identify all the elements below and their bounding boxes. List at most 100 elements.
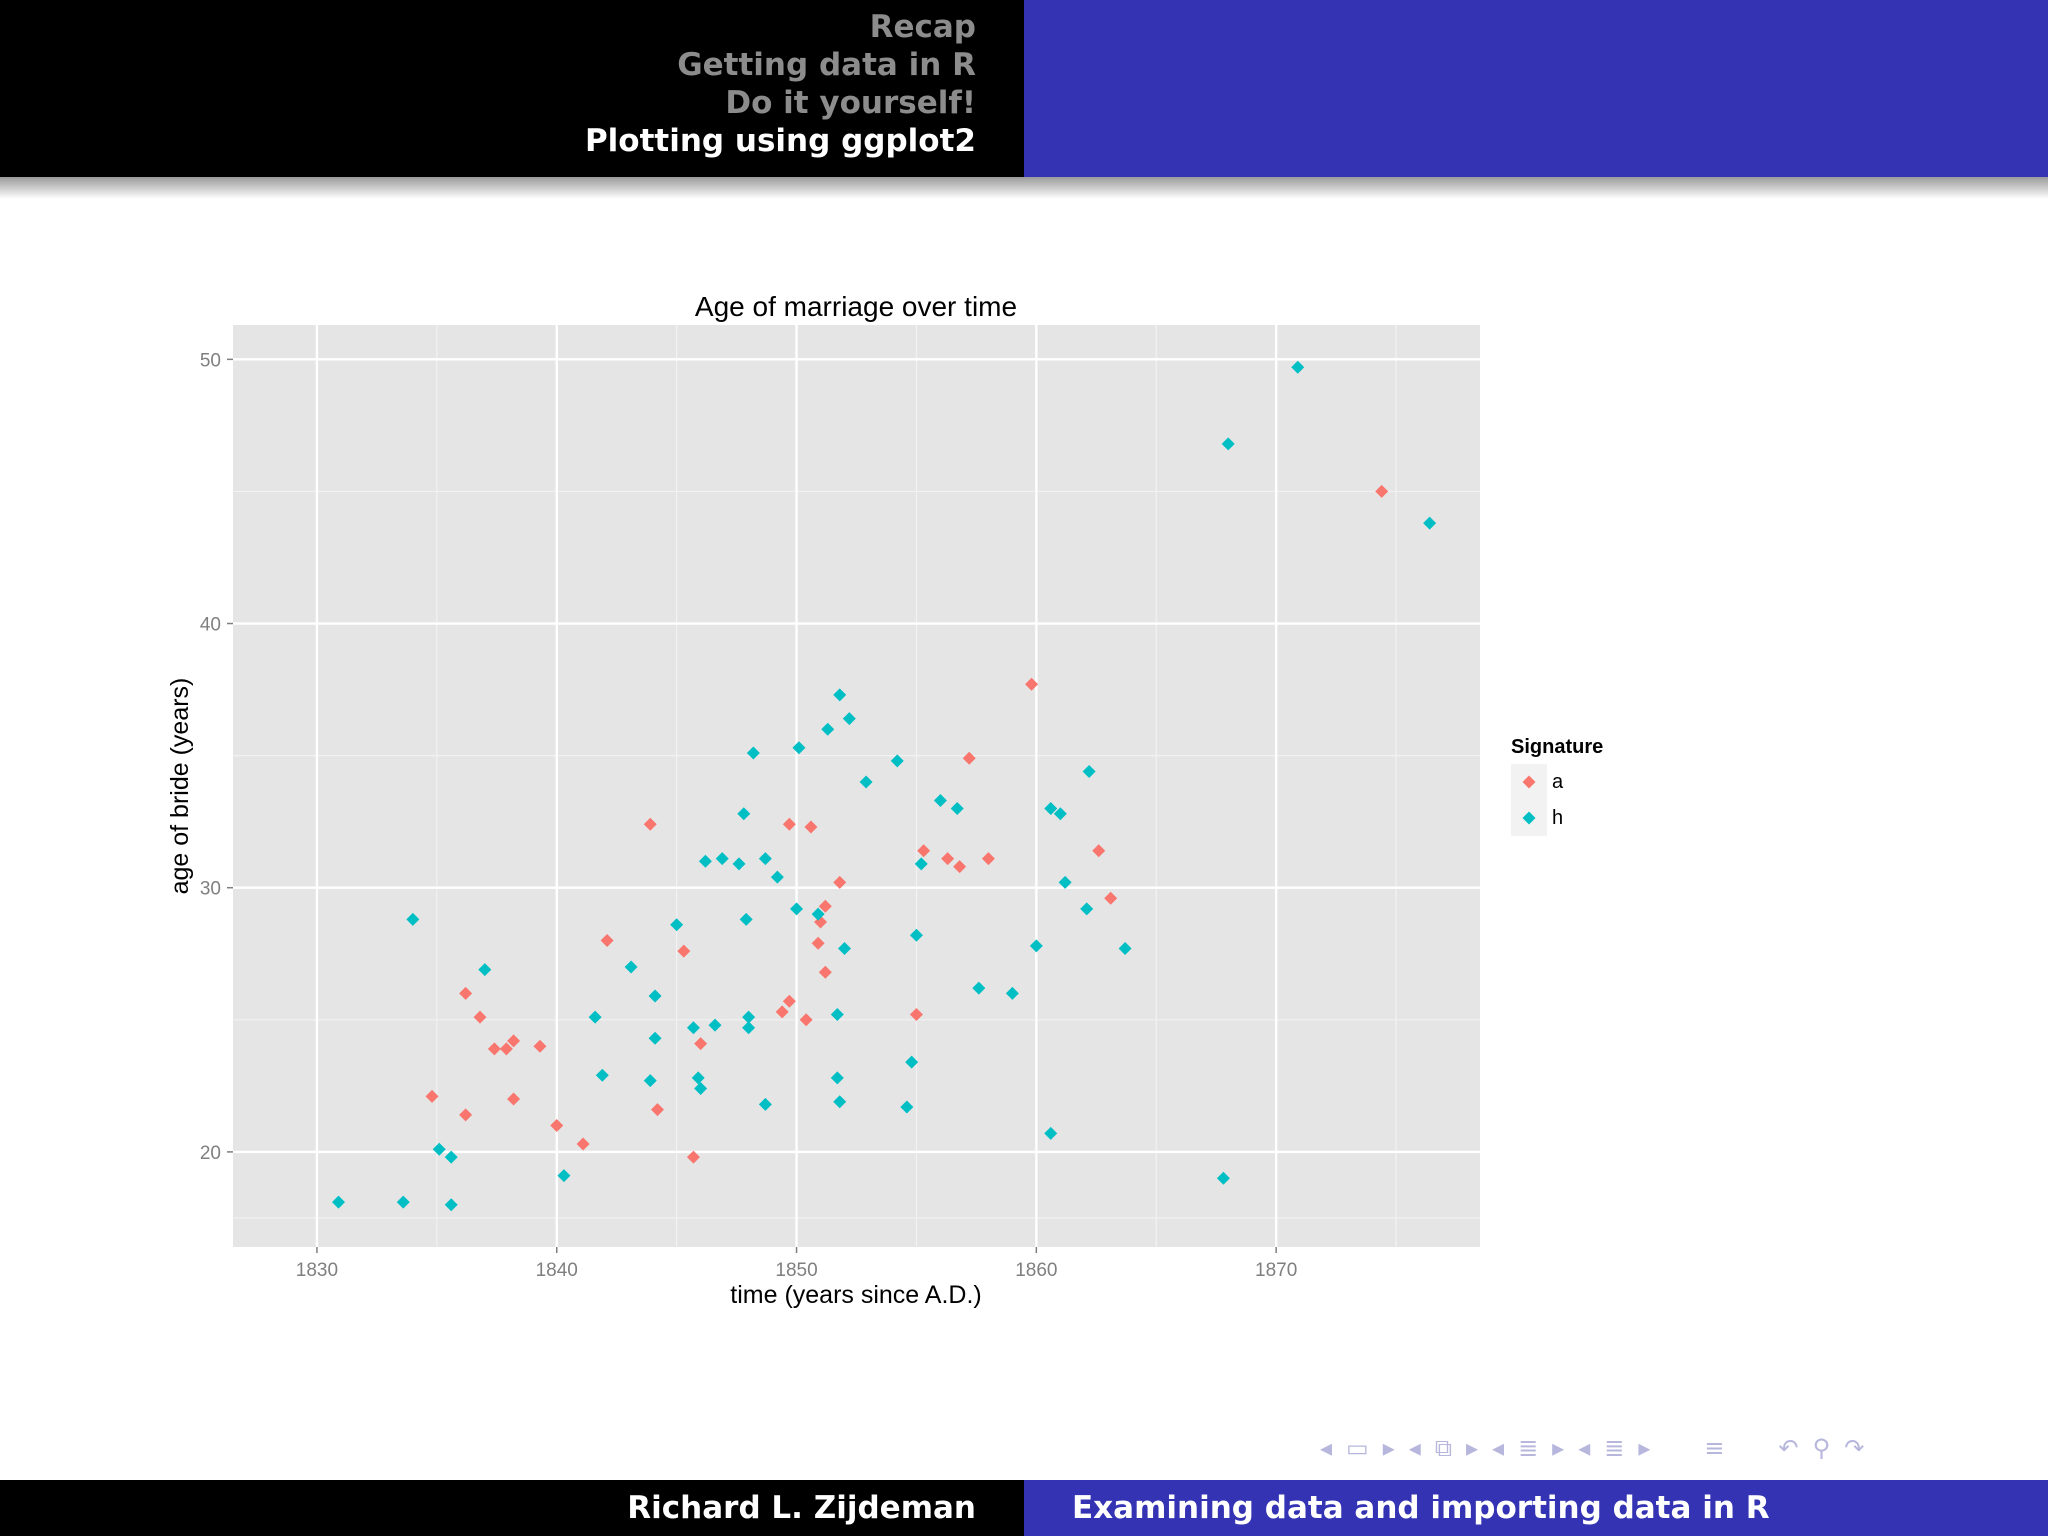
data-point-a xyxy=(811,936,825,950)
nav-item-recap[interactable]: Recap xyxy=(869,9,976,45)
data-point-h xyxy=(444,1150,458,1164)
y-tick-label: 50 xyxy=(200,350,221,371)
data-point-h xyxy=(770,870,784,884)
grid-minor xyxy=(233,325,1480,1247)
scatter-chart: Age of marriage over time 1830 1840 1850 18… xyxy=(166,291,1603,1309)
undo-icon[interactable]: ↶ xyxy=(1778,1434,1799,1462)
x-tick-label: 1860 xyxy=(1015,1260,1057,1281)
data-point-a xyxy=(650,1103,664,1117)
data-point-a xyxy=(1104,891,1118,905)
data-point-h xyxy=(708,1018,722,1032)
x-tick-label: 1850 xyxy=(775,1260,817,1281)
data-point-h xyxy=(595,1068,609,1082)
data-point-h xyxy=(842,712,856,726)
data-point-a xyxy=(459,986,473,1000)
data-point-h xyxy=(833,688,847,702)
data-point-a xyxy=(981,852,995,866)
data-point-a xyxy=(694,1037,708,1051)
data-point-h xyxy=(833,1095,847,1109)
data-point-h xyxy=(396,1195,410,1209)
data-point-a xyxy=(917,844,931,858)
data-point-h xyxy=(790,902,804,916)
arrow-right-icon[interactable]: ▸ xyxy=(1552,1434,1565,1462)
data-point-h xyxy=(1118,941,1132,955)
data-point-a xyxy=(818,965,832,979)
nav-item-getting-data[interactable]: Getting data in R xyxy=(677,47,976,83)
data-point-h xyxy=(648,989,662,1003)
header: Recap Getting data in R Do it yourself! … xyxy=(0,0,2048,177)
data-point-h xyxy=(900,1100,914,1114)
data-point-a xyxy=(473,1010,487,1024)
data-point-h xyxy=(691,1071,705,1085)
data-point-h xyxy=(1221,437,1235,451)
data-point-h xyxy=(830,1071,844,1085)
x-tick-label: 1830 xyxy=(296,1260,338,1281)
data-point-a xyxy=(775,1005,789,1019)
data-point-a xyxy=(550,1118,564,1132)
align-icon[interactable]: ≡ xyxy=(1704,1434,1725,1462)
y-tick-label: 20 xyxy=(200,1143,221,1164)
arrow-right-icon[interactable]: ▸ xyxy=(1465,1434,1479,1462)
data-point-h xyxy=(643,1074,657,1088)
data-point-h xyxy=(909,928,923,942)
data-point-a xyxy=(1375,484,1389,498)
data-point-h xyxy=(811,907,825,921)
data-point-h xyxy=(624,960,638,974)
data-point-a xyxy=(782,817,796,831)
nav-item-do-it-yourself[interactable]: Do it yourself! xyxy=(725,85,976,121)
arrow-right-icon[interactable]: ▸ xyxy=(1638,1434,1651,1462)
y-axis-ticks: 20 30 40 50 xyxy=(200,350,233,1164)
section-icon[interactable]: ≣ xyxy=(1604,1434,1625,1462)
data-point-h xyxy=(670,918,684,932)
subsection-icon[interactable]: ⧉ xyxy=(1434,1434,1452,1462)
chart-title: Age of marriage over time xyxy=(695,291,1017,322)
arrow-left-icon[interactable]: ◂ xyxy=(1578,1434,1591,1462)
beamer-navigation: ◂ ▭ ▸ ◂ ⧉ ▸ ◂ ≣ ▸ ◂ ≣ ▸ ≡ ↶ ⚲ ↷ xyxy=(1320,1430,2040,1466)
y-tick-label: 30 xyxy=(200,879,221,900)
data-point-h xyxy=(557,1169,571,1183)
data-point-a xyxy=(909,1008,923,1022)
data-point-h xyxy=(933,794,947,808)
section-icon[interactable]: ≣ xyxy=(1518,1434,1539,1462)
arrow-left-icon[interactable]: ◂ xyxy=(1492,1434,1505,1462)
data-point-a xyxy=(576,1137,590,1151)
data-point-h xyxy=(686,1021,700,1035)
x-axis-ticks: 1830 1840 1850 1860 1870 xyxy=(296,1247,1297,1281)
data-point-h xyxy=(406,912,420,926)
data-point-h xyxy=(588,1010,602,1024)
frame-icon[interactable]: ▭ xyxy=(1346,1434,1369,1462)
header-left-panel: Recap Getting data in R Do it yourself! … xyxy=(0,0,1024,177)
arrow-right-icon[interactable]: ▸ xyxy=(1382,1434,1395,1462)
data-point-h xyxy=(739,912,753,926)
data-point-a xyxy=(782,994,796,1008)
redo-icon[interactable]: ↷ xyxy=(1844,1434,1865,1462)
data-point-h xyxy=(698,854,712,868)
data-point-h xyxy=(914,857,928,871)
legend-label-a: a xyxy=(1552,771,1564,793)
data-point-h xyxy=(1053,807,1067,821)
data-point-a xyxy=(1092,844,1106,858)
plot-panel xyxy=(233,325,1480,1247)
data-point-a xyxy=(507,1034,521,1048)
data-point-h xyxy=(648,1031,662,1045)
y-tick-label: 40 xyxy=(200,615,221,636)
footer-title: Examining data and importing data in R xyxy=(1072,1490,1770,1526)
data-point-h xyxy=(432,1142,446,1156)
data-point-h xyxy=(1044,1126,1058,1140)
y-axis-title: age of bride (years) xyxy=(166,678,194,895)
data-point-h xyxy=(1423,516,1437,530)
arrow-left-icon[interactable]: ◂ xyxy=(1320,1434,1333,1462)
arrow-left-icon[interactable]: ◂ xyxy=(1408,1434,1421,1462)
data-point-h xyxy=(444,1198,458,1212)
x-tick-label: 1870 xyxy=(1255,1260,1297,1281)
data-point-h xyxy=(972,981,986,995)
grid-major xyxy=(233,325,1480,1247)
section-nav: Recap Getting data in R Do it yourself! … xyxy=(585,8,976,160)
header-shadow xyxy=(0,177,2048,199)
data-point-a xyxy=(499,1042,513,1056)
search-icon[interactable]: ⚲ xyxy=(1812,1434,1831,1462)
nav-item-plotting[interactable]: Plotting using ggplot2 xyxy=(584,123,976,159)
data-point-h xyxy=(737,807,751,821)
data-point-h xyxy=(732,857,746,871)
legend-marker-h xyxy=(1522,811,1536,825)
